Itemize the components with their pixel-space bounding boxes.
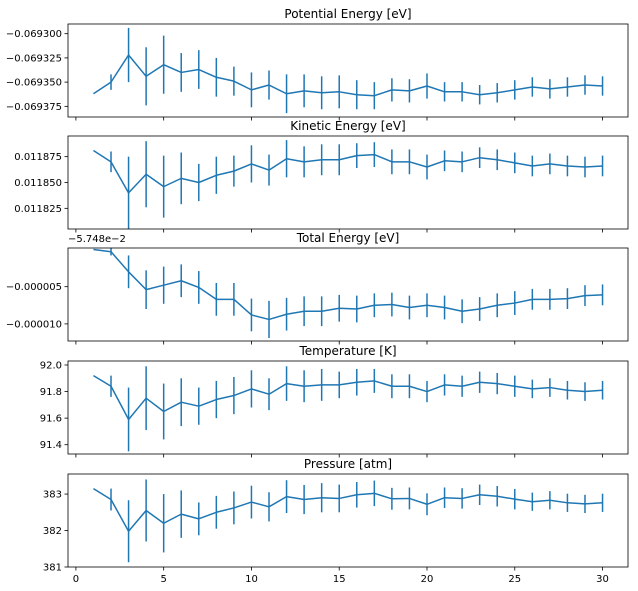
y-tick-label: −0.000010 xyxy=(6,319,62,330)
x-tick-label: 15 xyxy=(333,574,346,585)
plot-frame xyxy=(67,360,629,455)
y-tick-label: −0.000005 xyxy=(6,282,62,293)
panel-1: Potential Energy [eV] −0.069300 −0.069325 −… xyxy=(6,7,629,121)
y-tick-label: −0.069350 xyxy=(6,78,62,89)
y-tick-label: 0.011825 xyxy=(14,204,62,215)
panel-3: Total Energy [eV] −5.748e−2 −0.000005 −0.00… xyxy=(6,231,629,345)
panel-title: Kinetic Energy [eV] xyxy=(290,119,405,133)
y-tick-label: 382 xyxy=(43,526,62,537)
series-line xyxy=(93,487,603,533)
y-tick-label: 91.6 xyxy=(40,414,62,425)
y-tick-label: −0.069325 xyxy=(6,53,62,64)
plot-frame xyxy=(67,247,629,342)
panel-title: Potential Energy [eV] xyxy=(284,7,411,21)
plot-frame xyxy=(67,135,629,230)
y-offset-text: −5.748e−2 xyxy=(68,234,126,245)
panel-title: Temperature [K] xyxy=(298,344,396,358)
x-tick-label: 20 xyxy=(421,574,434,585)
y-tick-label: 91.4 xyxy=(40,440,62,451)
panel-title: Pressure [atm] xyxy=(304,457,392,471)
y-tick-label: 92.0 xyxy=(40,360,62,371)
series-line xyxy=(93,374,603,421)
panel-2: Kinetic Energy [eV] 0.011825 0.011850 0.011… xyxy=(14,119,629,233)
series-line xyxy=(93,248,603,321)
plot-frame xyxy=(67,23,629,118)
panel-5: Pressure [atm] 381 382 383 0 5 10 15 20 25 30 xyxy=(43,457,629,585)
x-tick-label: 0 xyxy=(73,574,79,585)
series-line xyxy=(93,54,603,97)
y-tick-label: −0.069375 xyxy=(6,102,62,113)
y-tick-label: 91.8 xyxy=(40,387,62,398)
x-tick-label: 10 xyxy=(245,574,258,585)
x-tick-label: 5 xyxy=(160,574,166,585)
y-tick-label: −0.069300 xyxy=(6,29,62,40)
panel-4: Temperature [K] 91.4 91.6 91.8 92.0 xyxy=(40,344,629,458)
y-tick-label: 381 xyxy=(43,563,62,574)
plot-frame xyxy=(67,473,629,568)
y-tick-label: 383 xyxy=(43,490,62,501)
y-tick-label: 0.011850 xyxy=(14,178,62,189)
x-tick-label: 30 xyxy=(596,574,609,585)
series-line xyxy=(93,149,603,194)
x-tick-label: 25 xyxy=(508,574,521,585)
panel-title: Total Energy [eV] xyxy=(296,231,400,245)
y-tick-label: 0.011875 xyxy=(14,152,62,163)
